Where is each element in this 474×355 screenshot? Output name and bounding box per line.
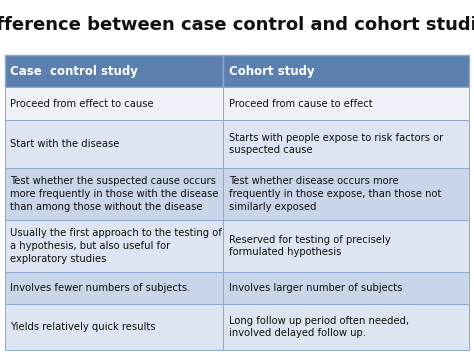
- Text: Proceed from cause to effect: Proceed from cause to effect: [229, 99, 373, 109]
- Text: Yields relatively quick results: Yields relatively quick results: [10, 322, 156, 332]
- Text: Cohort study: Cohort study: [229, 65, 314, 78]
- FancyBboxPatch shape: [5, 87, 223, 120]
- FancyBboxPatch shape: [223, 304, 469, 350]
- Text: Starts with people expose to risk factors or
suspected cause: Starts with people expose to risk factor…: [229, 133, 443, 155]
- Text: Long follow up period often needed,
involved delayed follow up.: Long follow up period often needed, invo…: [229, 316, 409, 338]
- FancyBboxPatch shape: [5, 304, 223, 350]
- FancyBboxPatch shape: [5, 272, 223, 304]
- Text: Test whether disease occurs more
frequently in those expose, than those not
simi: Test whether disease occurs more frequen…: [229, 176, 441, 212]
- FancyBboxPatch shape: [5, 220, 223, 272]
- Text: Case  control study: Case control study: [10, 65, 138, 78]
- Text: Difference between case control and cohort studies: Difference between case control and coho…: [0, 16, 474, 34]
- FancyBboxPatch shape: [5, 55, 223, 87]
- FancyBboxPatch shape: [223, 87, 469, 120]
- FancyBboxPatch shape: [223, 272, 469, 304]
- FancyBboxPatch shape: [223, 120, 469, 168]
- Text: Involves larger number of subjects: Involves larger number of subjects: [229, 283, 402, 293]
- FancyBboxPatch shape: [5, 168, 223, 220]
- FancyBboxPatch shape: [223, 220, 469, 272]
- Text: Proceed from effect to cause: Proceed from effect to cause: [10, 99, 154, 109]
- FancyBboxPatch shape: [5, 120, 223, 168]
- Text: Start with the disease: Start with the disease: [10, 139, 120, 149]
- Text: Reserved for testing of precisely
formulated hypothesis: Reserved for testing of precisely formul…: [229, 235, 391, 257]
- Text: Test whether the suspected cause occurs
more frequently in those with the diseas: Test whether the suspected cause occurs …: [10, 176, 219, 212]
- FancyBboxPatch shape: [223, 168, 469, 220]
- FancyBboxPatch shape: [223, 55, 469, 87]
- Text: Involves fewer numbers of subjects.: Involves fewer numbers of subjects.: [10, 283, 191, 293]
- Text: Usually the first approach to the testing of
a hypothesis, but also useful for
e: Usually the first approach to the testin…: [10, 228, 222, 264]
